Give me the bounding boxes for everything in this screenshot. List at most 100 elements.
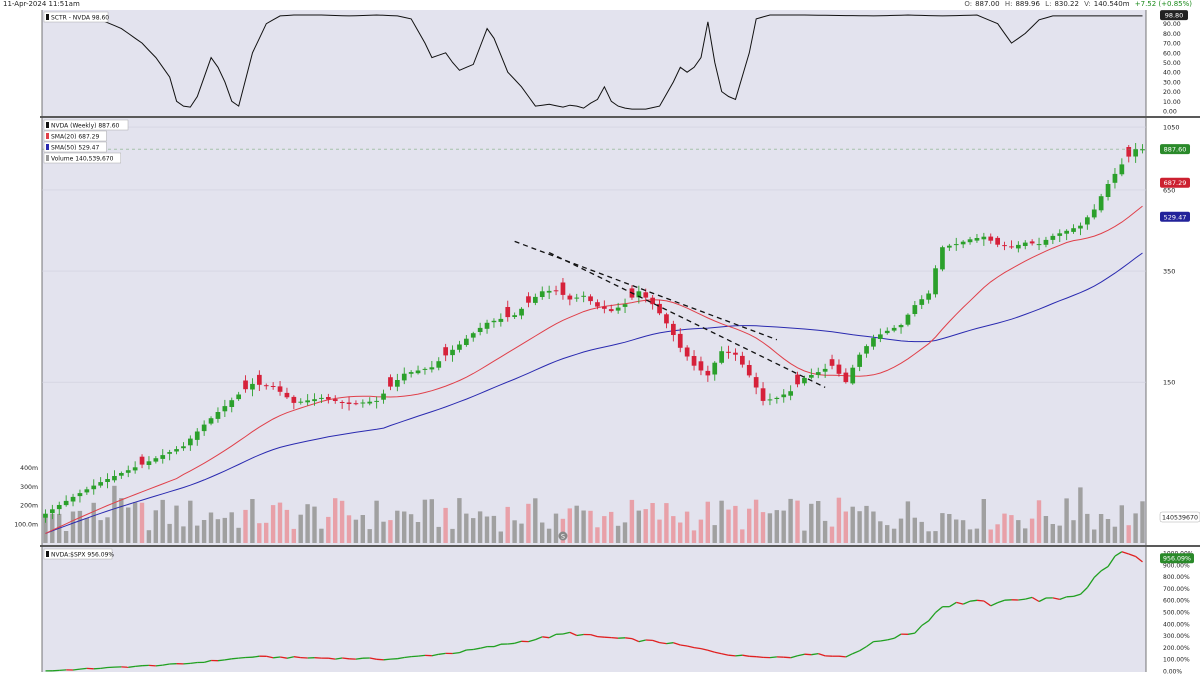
low-value: 830.22 <box>1054 0 1079 8</box>
candle-body <box>774 397 780 399</box>
ratio-segment <box>376 658 384 661</box>
ratio-segment <box>742 654 750 657</box>
candle-body <box>636 291 642 298</box>
volume-bar <box>91 502 96 543</box>
ratio-segment <box>1025 596 1033 600</box>
ratio-segment <box>459 649 467 654</box>
candle-body <box>615 307 621 311</box>
volume-bar <box>809 503 814 543</box>
ratio-segment <box>231 657 239 660</box>
volume-bar <box>491 515 497 543</box>
ratio-segment <box>873 640 881 643</box>
candle-body <box>153 458 159 462</box>
volume-bar <box>553 513 559 543</box>
ratio-segment <box>956 601 964 605</box>
ratio-segment <box>431 653 439 657</box>
volume-bar <box>188 500 193 543</box>
candle-body <box>1022 242 1028 246</box>
volume-bar <box>678 522 683 543</box>
price-legend-sma20-box <box>43 130 107 142</box>
volume-bar <box>615 525 621 543</box>
volume-bar <box>291 528 296 543</box>
ratio-tick-label: 0.00% <box>1163 669 1182 675</box>
volume-bar <box>940 513 945 543</box>
candle-body <box>1043 239 1049 245</box>
volume-bar <box>1029 518 1035 543</box>
candle-body <box>1112 173 1118 183</box>
candle-body <box>712 362 718 375</box>
ratio-legend-box <box>43 548 113 560</box>
volume-bar <box>933 531 938 543</box>
volume-bar <box>829 526 835 543</box>
candle-body <box>533 296 538 303</box>
candle-body <box>1050 235 1056 240</box>
volume-bar <box>1023 528 1028 543</box>
candle-body <box>519 308 524 316</box>
ratio-segment <box>411 655 419 658</box>
ratio-tick-label: 200.00% <box>1163 645 1190 652</box>
candle-body <box>1002 245 1007 247</box>
ratio-value-badge <box>1160 553 1194 564</box>
ratio-segment <box>204 659 212 664</box>
sctr-tick-label: 40.00 <box>1163 70 1181 77</box>
candle-body <box>1126 147 1132 157</box>
candle-body <box>1105 184 1111 197</box>
ratio-segment <box>148 664 156 667</box>
candle-body <box>802 377 807 384</box>
sctr-tick-label: 70.00 <box>1163 41 1181 48</box>
price-legend-nvda-swatch <box>46 122 49 128</box>
volume-bar <box>1064 498 1069 543</box>
ratio-segment <box>183 662 191 665</box>
volume-bar <box>857 511 862 543</box>
volume-bar <box>629 499 635 543</box>
sma50-badge <box>1160 211 1190 222</box>
volume-bar <box>98 520 103 543</box>
candle-body <box>257 374 262 385</box>
ratio-tick-label: 100.00% <box>1163 657 1190 664</box>
ratio-segment <box>1128 553 1136 558</box>
volume-bar <box>374 500 379 543</box>
candle-body <box>850 367 856 384</box>
ratio-segment <box>1135 555 1143 563</box>
ratio-segment <box>1031 596 1040 603</box>
price-tick-label: 150 <box>1163 379 1175 387</box>
ratio-segment <box>418 654 426 657</box>
volume-bar <box>146 530 152 543</box>
ratio-segment <box>887 637 895 641</box>
ratio-segment <box>355 657 363 660</box>
ratio-segment <box>686 645 695 649</box>
volume-bar <box>622 522 628 543</box>
ratio-segment <box>562 631 571 635</box>
candle-body <box>401 373 407 381</box>
candle-body <box>1078 225 1083 229</box>
ratio-segment <box>342 657 350 660</box>
candle-body <box>1036 244 1042 246</box>
ratio-segment <box>1080 587 1088 595</box>
price-panel <box>42 118 1146 545</box>
ohlc-readout: O: 887.00 H: 889.96 L: 830.22 V: 140.540m +7… <box>961 0 1192 9</box>
volume-bar <box>947 514 952 543</box>
volume-bar <box>546 528 552 543</box>
volume-bar <box>747 508 752 543</box>
price-tick-label: 1050 <box>1163 124 1180 132</box>
ratio-segment <box>548 633 557 639</box>
candle-body <box>125 470 131 473</box>
sctr-line <box>45 14 1143 110</box>
candle-body <box>829 359 835 366</box>
candle-body <box>657 303 662 314</box>
candle-body <box>753 377 759 388</box>
candle-body <box>457 344 462 350</box>
candle-body <box>622 304 628 307</box>
ratio-segment <box>1059 596 1067 601</box>
ratio-segment <box>769 656 777 659</box>
candle-body <box>388 377 393 387</box>
candle-body <box>77 493 83 497</box>
volume-bar <box>1126 525 1131 543</box>
candle-body <box>70 496 76 502</box>
candle-body <box>857 354 862 367</box>
ratio-value-badge-text: 956.09% <box>1163 556 1191 563</box>
volume-bar <box>836 497 842 543</box>
volume-bar <box>167 523 172 543</box>
candle-body <box>726 351 731 353</box>
volume-bar <box>926 531 931 543</box>
